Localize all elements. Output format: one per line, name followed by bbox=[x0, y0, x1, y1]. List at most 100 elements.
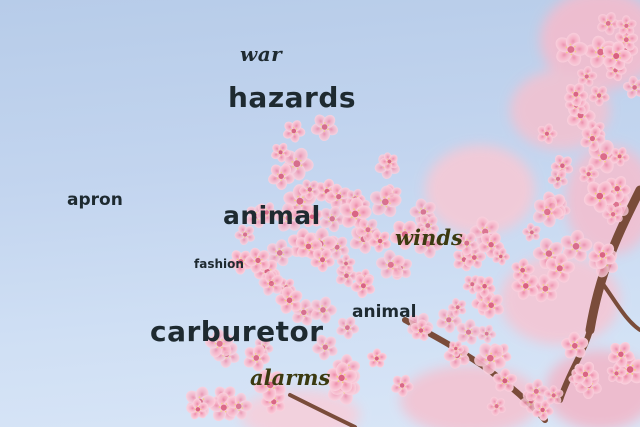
stamen bbox=[468, 335, 470, 337]
blossom-flower bbox=[376, 249, 405, 279]
stamen bbox=[520, 285, 523, 288]
stamen bbox=[466, 238, 468, 241]
stamen bbox=[621, 154, 623, 156]
flower-center bbox=[320, 307, 326, 313]
stamen bbox=[241, 234, 243, 236]
stamen bbox=[323, 189, 325, 191]
flower-center bbox=[454, 346, 458, 351]
stamen bbox=[604, 160, 606, 163]
stamen bbox=[339, 372, 342, 375]
stamen bbox=[216, 339, 219, 341]
stamen bbox=[577, 107, 579, 109]
blossom-flower bbox=[537, 123, 558, 144]
stamen bbox=[195, 405, 198, 408]
blossom-flower bbox=[234, 224, 255, 246]
stamen bbox=[616, 355, 619, 358]
stamen bbox=[572, 341, 574, 343]
stamen bbox=[595, 96, 597, 98]
blossom-flower bbox=[336, 253, 356, 273]
stamen bbox=[483, 332, 485, 334]
stamen bbox=[264, 345, 267, 347]
stamen bbox=[350, 216, 353, 219]
stamen bbox=[518, 268, 520, 270]
stamen bbox=[612, 186, 615, 188]
blossom-flower bbox=[368, 230, 391, 253]
stamen bbox=[241, 403, 243, 405]
stamen bbox=[273, 387, 275, 389]
stamen bbox=[329, 188, 331, 190]
flower-center bbox=[220, 404, 227, 411]
stamen bbox=[237, 401, 240, 404]
stamen bbox=[241, 407, 244, 409]
stamen bbox=[594, 192, 597, 195]
stamen bbox=[343, 325, 345, 327]
stamen bbox=[460, 260, 462, 263]
stamen bbox=[545, 206, 548, 209]
petal bbox=[504, 373, 518, 385]
stamen bbox=[571, 248, 574, 251]
stamen bbox=[334, 196, 336, 198]
flower-center bbox=[482, 283, 487, 289]
stamen bbox=[546, 256, 548, 259]
blossom-flower bbox=[473, 275, 496, 298]
stamen bbox=[597, 154, 600, 157]
stamen bbox=[556, 395, 558, 397]
stamen bbox=[611, 57, 614, 60]
stamen bbox=[637, 86, 639, 88]
stamen bbox=[349, 276, 351, 278]
flower-center bbox=[610, 212, 616, 217]
blossom-flower bbox=[295, 232, 323, 260]
petal bbox=[626, 19, 637, 29]
stamen bbox=[373, 357, 375, 359]
stamen bbox=[297, 195, 299, 198]
stamen bbox=[506, 377, 509, 379]
stamen bbox=[581, 372, 583, 374]
petal bbox=[288, 208, 304, 222]
stamen bbox=[267, 283, 269, 285]
flower-center bbox=[486, 354, 494, 362]
stamen bbox=[583, 77, 585, 80]
blossom-flower bbox=[389, 220, 420, 250]
stamen bbox=[543, 132, 545, 134]
word-winds: winds bbox=[395, 225, 463, 250]
word-apron: apron bbox=[67, 190, 123, 210]
stamen bbox=[358, 214, 361, 217]
stamen bbox=[485, 354, 488, 357]
flower-center bbox=[572, 243, 580, 250]
stamen bbox=[494, 303, 496, 305]
stamen bbox=[275, 404, 277, 406]
blossom-flower bbox=[602, 203, 623, 225]
stamen bbox=[546, 291, 549, 294]
stamen bbox=[595, 139, 597, 141]
petal bbox=[582, 361, 595, 375]
stamen bbox=[599, 190, 601, 193]
blossom-flower bbox=[312, 334, 338, 361]
stamen bbox=[370, 227, 372, 229]
stamen bbox=[427, 247, 430, 249]
stamen bbox=[386, 161, 388, 163]
stamen bbox=[264, 385, 267, 388]
stamen bbox=[383, 196, 386, 199]
stamen bbox=[488, 230, 491, 232]
stamen bbox=[574, 107, 576, 109]
blossom-flower bbox=[243, 344, 271, 372]
stamen bbox=[619, 203, 622, 206]
stamen bbox=[611, 216, 613, 218]
stamen bbox=[532, 229, 534, 231]
stamen bbox=[607, 157, 610, 159]
stamen bbox=[585, 172, 587, 174]
stamen bbox=[282, 253, 285, 256]
stamen bbox=[424, 207, 426, 210]
flower-center bbox=[613, 53, 620, 59]
stamen bbox=[320, 123, 323, 126]
flower-center bbox=[632, 85, 637, 90]
petal bbox=[553, 389, 564, 398]
stamen bbox=[310, 242, 313, 245]
stamen bbox=[423, 241, 425, 244]
stamen bbox=[558, 263, 560, 265]
flower-center bbox=[329, 216, 335, 222]
stamen bbox=[392, 260, 394, 262]
stamen bbox=[325, 342, 327, 345]
stamen bbox=[221, 402, 223, 405]
stamen bbox=[366, 283, 368, 286]
